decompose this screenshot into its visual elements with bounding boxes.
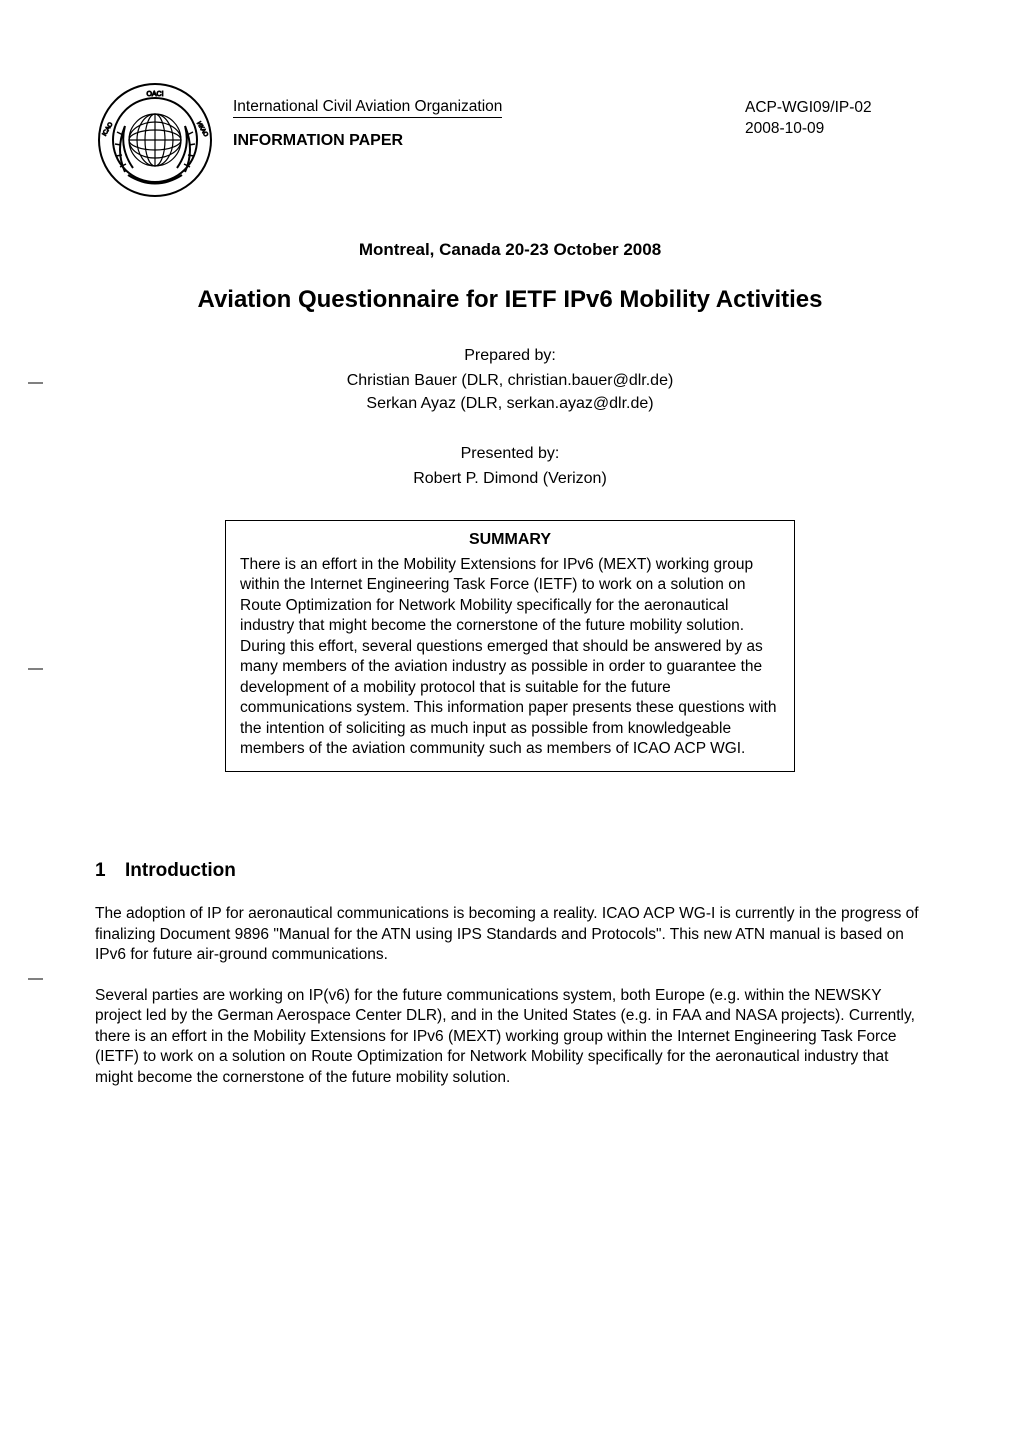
- meeting-info: Montreal, Canada 20-23 October 2008: [95, 240, 925, 260]
- summary-body: There is an effort in the Mobility Exten…: [240, 555, 780, 760]
- summary-heading: SUMMARY: [240, 531, 780, 549]
- author-line: Christian Bauer (DLR, christian.bauer@dl…: [95, 369, 925, 392]
- presented-by-block: Presented by: Robert P. Dimond (Verizon): [95, 442, 925, 490]
- body-paragraph: Several parties are working on IP(v6) fo…: [95, 986, 925, 1088]
- author-line: Serkan Ayaz (DLR, serkan.ayaz@dlr.de): [95, 392, 925, 415]
- prepared-by-block: Prepared by: Christian Bauer (DLR, chris…: [95, 344, 925, 416]
- margin-mark: —: [28, 374, 58, 391]
- section-heading: 1Introduction: [95, 860, 925, 882]
- presented-by-heading: Presented by:: [95, 442, 925, 465]
- doc-date: 2008-10-09: [745, 119, 925, 140]
- page-header: OACI ИКАО ICAO: [95, 80, 925, 200]
- org-name: International Civil Aviation Organizatio…: [233, 98, 502, 118]
- section-number: 1: [95, 860, 125, 882]
- paper-type: INFORMATION PAPER: [233, 132, 727, 150]
- svg-text:OACI: OACI: [146, 91, 163, 98]
- icao-logo: OACI ИКАО ICAO: [95, 80, 215, 200]
- summary-box: SUMMARY There is an effort in the Mobili…: [225, 520, 795, 773]
- body-paragraph: The adoption of IP for aeronautical comm…: [95, 904, 925, 965]
- document-title: Aviation Questionnaire for IETF IPv6 Mob…: [95, 286, 925, 314]
- section-title: Introduction: [125, 860, 236, 881]
- doc-reference: ACP-WGI09/IP-02: [745, 98, 925, 119]
- margin-mark: —: [28, 660, 58, 677]
- prepared-by-heading: Prepared by:: [95, 344, 925, 367]
- margin-mark: —: [28, 970, 58, 987]
- presenter-line: Robert P. Dimond (Verizon): [95, 467, 925, 490]
